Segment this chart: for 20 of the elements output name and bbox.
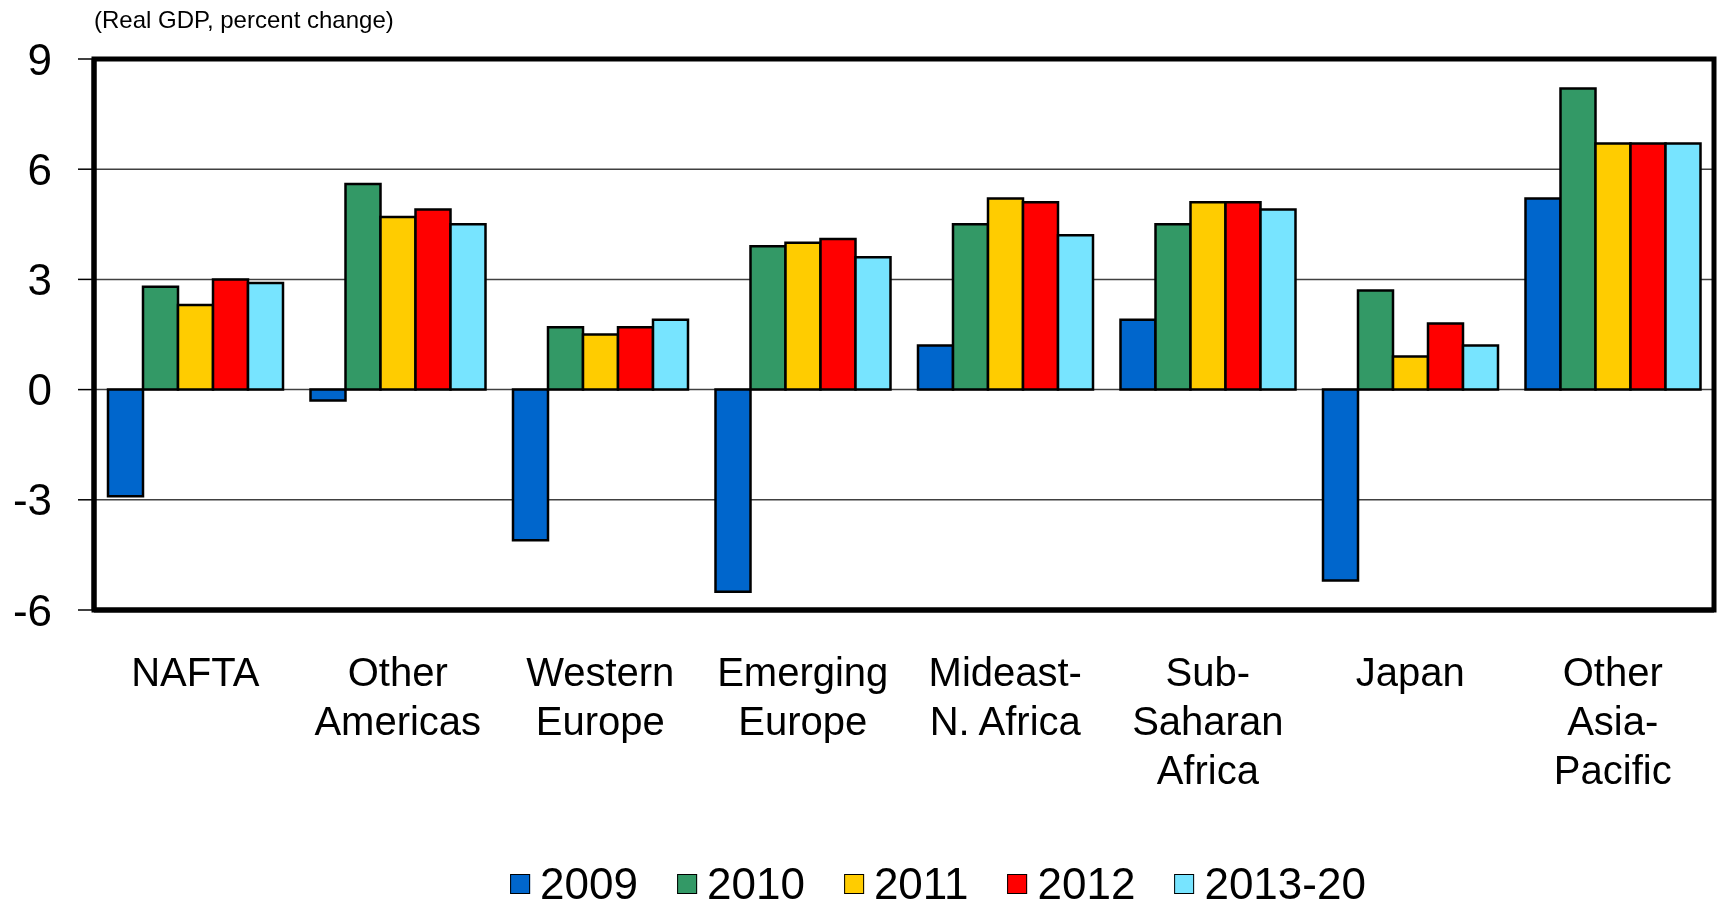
legend-label: 2011: [873, 859, 969, 908]
y-tick-label: 0: [27, 365, 52, 415]
x-tick-label: Mideast-N. Africa: [928, 650, 1082, 743]
legend-label: 2010: [707, 859, 805, 908]
legend-label: 2009: [540, 859, 638, 908]
x-tick-label: Emerging Europe: [717, 650, 889, 743]
x-tick-label: Other Americas: [314, 650, 482, 743]
y-tick-label: -3: [12, 475, 52, 525]
x-tick-label: Sub-Saharan Africa: [1132, 650, 1284, 792]
y-tick-label: -6: [12, 585, 52, 635]
x-tick-label: Japan: [1355, 650, 1465, 694]
legend-label: 2013-20: [1204, 859, 1366, 908]
x-tick-label: Western Europe: [526, 650, 675, 743]
x-tick-label: Other Asia-Pacific: [1553, 650, 1672, 792]
x-tick-label: NAFTA: [131, 650, 260, 694]
y-tick-label: 9: [27, 34, 52, 84]
legend-label: 2012: [1037, 859, 1136, 908]
y-tick-label: 3: [27, 255, 52, 305]
y-axis-title: (Real GDP, percent change): [94, 5, 394, 35]
y-tick-label: 6: [27, 144, 52, 194]
